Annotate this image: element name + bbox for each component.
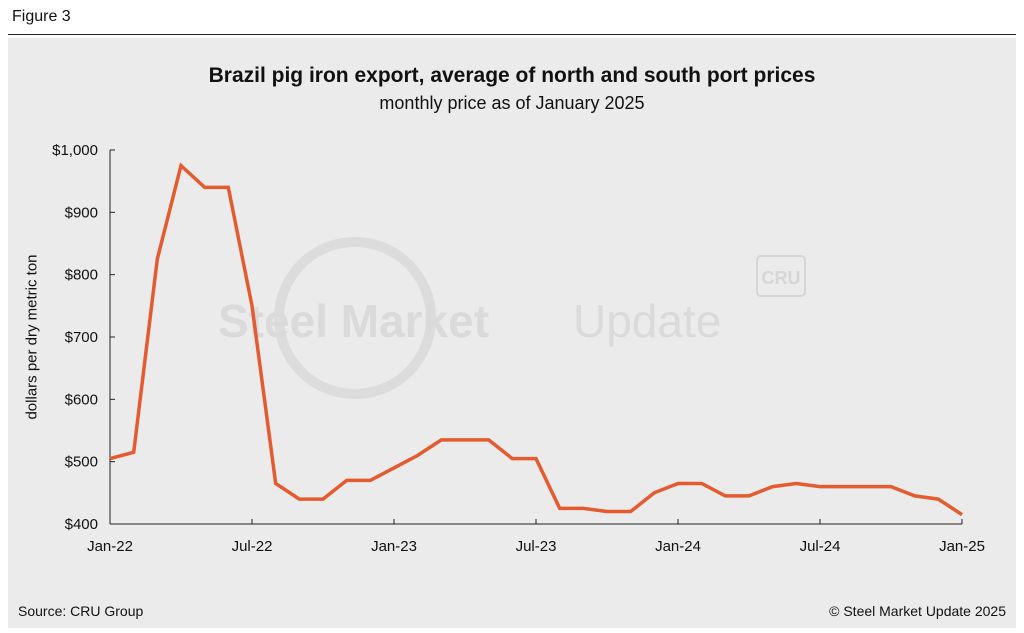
series-line xyxy=(109,162,963,517)
y-tick-label: $500 xyxy=(65,454,98,471)
chart-panel xyxy=(8,38,1016,628)
x-tick-label: Jul-23 xyxy=(516,538,557,555)
y-tick-label: $600 xyxy=(65,391,98,408)
watermark-text-light: Update xyxy=(573,295,721,347)
y-tick-label: $700 xyxy=(65,329,98,346)
x-tick-label: Jan-24 xyxy=(655,538,701,555)
source-note: Source: CRU Group xyxy=(18,603,144,619)
header-rule xyxy=(8,34,1016,35)
y-tick-label: $400 xyxy=(65,516,98,533)
figure-label: Figure 3 xyxy=(12,8,71,25)
watermark-text-bold: Steel Market xyxy=(218,295,489,347)
x-tick-label: Jan-23 xyxy=(371,538,417,555)
watermark-badge xyxy=(756,255,806,297)
watermark-swoosh-icon xyxy=(274,237,436,399)
watermark-badge-text: CRU xyxy=(762,268,801,288)
chart-title: Brazil pig iron export, average of north… xyxy=(208,64,816,87)
x-tick-label: Jan-22 xyxy=(87,538,133,555)
copyright-note: © Steel Market Update 2025 xyxy=(829,603,1006,619)
y-tick-label: $1,000 xyxy=(52,142,98,159)
chart-subtitle: monthly price as of January 2025 xyxy=(379,93,645,113)
y-ticks: $400 $500 $600 $700 $800 $900 $1,000 xyxy=(52,142,115,533)
x-ticks: Jan-22 Jul-22 Jan-23 Jul-23 Jan-24 Jul-24 Jan-… xyxy=(87,519,985,555)
x-tick-label: Jul-22 xyxy=(232,538,273,555)
y-tick-label: $900 xyxy=(65,204,98,221)
x-tick-label: Jan-25 xyxy=(939,538,985,555)
y-tick-label: $800 xyxy=(65,267,98,284)
watermark: Steel Market Update CRU xyxy=(218,237,806,399)
x-tick-label: Jul-24 xyxy=(800,538,841,555)
